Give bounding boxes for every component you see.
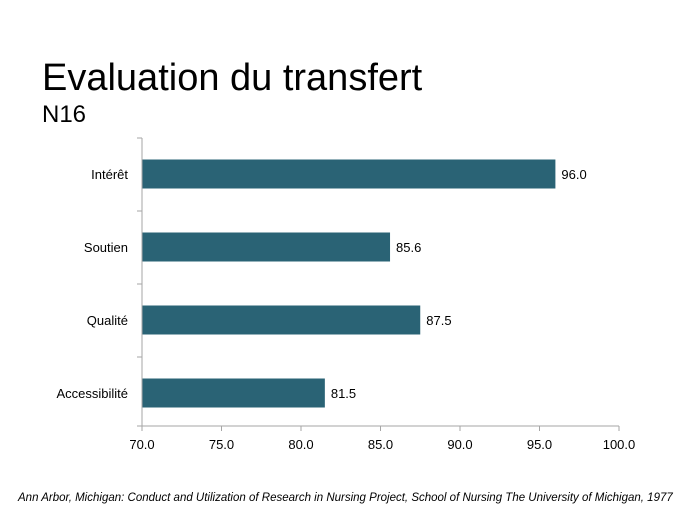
bar <box>142 232 391 262</box>
page-subtitle: N16 <box>42 101 87 128</box>
data-label: 81.5 <box>331 386 356 401</box>
bar <box>142 378 325 408</box>
x-tick-label: 70.0 <box>129 437 154 452</box>
x-tick-label: 80.0 <box>288 437 313 452</box>
source-footnote: Ann Arbor, Michigan: Conduct and Utiliza… <box>18 492 673 504</box>
page-title: Evaluation du transfert <box>42 57 423 99</box>
bars-group <box>142 159 556 408</box>
x-tick-label: 100.0 <box>603 437 636 452</box>
data-label: 96.0 <box>561 167 586 182</box>
category-label: Accessibilité <box>56 386 128 401</box>
data-label: 85.6 <box>396 240 421 255</box>
category-label: Soutien <box>84 240 128 255</box>
labels-group: Intérêt 96.0 Soutien 85.6 Qualité 87.5 Accessi… <box>56 167 586 401</box>
category-label: Intérêt <box>91 167 128 182</box>
x-axis: 70.0 75.0 80.0 85.0 90.0 95.0 100.0 <box>129 137 636 452</box>
x-tick-label: 95.0 <box>527 437 552 452</box>
bar <box>142 159 556 189</box>
x-tick-label: 85.0 <box>368 437 393 452</box>
bar-chart: 70.0 75.0 80.0 85.0 90.0 95.0 100.0 Intérêt 96.… <box>56 137 636 452</box>
data-label: 87.5 <box>426 313 451 328</box>
x-tick-label: 90.0 <box>447 437 472 452</box>
category-label: Qualité <box>87 313 128 328</box>
x-tick-label: 75.0 <box>209 437 234 452</box>
bar <box>142 305 421 335</box>
